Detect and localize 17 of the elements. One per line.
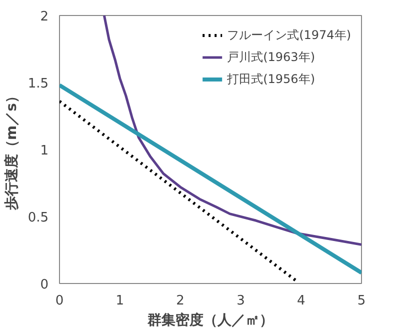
- x-tick-label: 0: [55, 294, 64, 308]
- x-tick-label: 4: [296, 294, 306, 308]
- legend-label: 打田式(1956年): [227, 70, 315, 88]
- y-tick-label: 1: [40, 144, 49, 158]
- y-tick-label: 1.5: [28, 76, 49, 92]
- x-tick-label: 1: [116, 294, 124, 308]
- legend-label: 戸川式(1963年): [227, 48, 315, 66]
- x-tick-label: 5: [357, 294, 366, 308]
- y-tick-label: 2: [40, 10, 49, 24]
- x-axis-title: 群集密度（人／㎡）: [146, 312, 274, 328]
- x-tick-label: 2: [176, 294, 184, 308]
- line-series: [102, 16, 362, 246]
- y-axis-title: 歩行速度（m／s）: [2, 89, 20, 211]
- y-tick-label: 0: [40, 278, 49, 292]
- legend-label: フルーイン式(1974年): [227, 26, 351, 44]
- y-tick-label: 0.5: [28, 210, 49, 226]
- x-tick-label: 3: [236, 294, 245, 308]
